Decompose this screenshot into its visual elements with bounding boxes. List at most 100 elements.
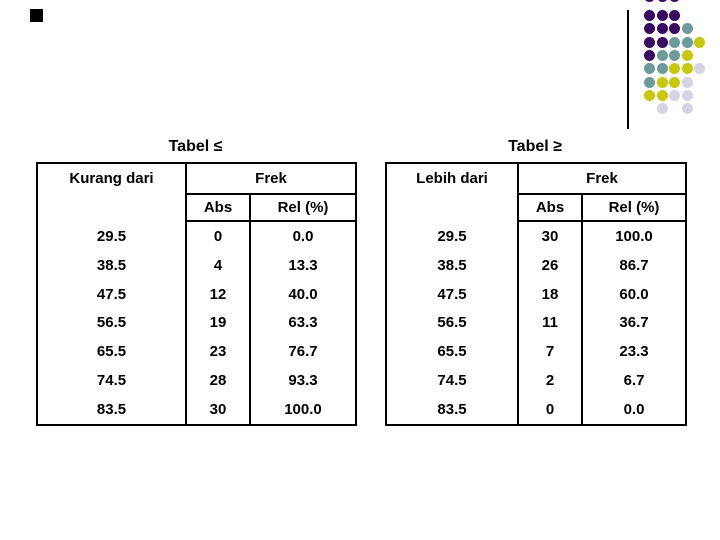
decorative-dot <box>656 36 668 48</box>
table-row: 56.5 11 36.7 <box>385 308 687 338</box>
decorative-dot <box>656 62 668 74</box>
decorative-dot <box>643 9 655 21</box>
table-row: 47.5 12 40.0 <box>36 280 357 309</box>
table-body: 29.5 30 100.0 38.5 26 86.7 47.5 18 60.0 56.5 11 36.… <box>385 221 687 425</box>
table-cell: 0.0 <box>249 221 357 252</box>
table-cell: 2 <box>517 365 583 395</box>
column-header-abs: Abs <box>517 194 583 222</box>
decorative-dot <box>668 89 680 101</box>
table-cell: 93.3 <box>249 365 357 395</box>
table-cell: 12 <box>185 280 251 309</box>
decorative-dot <box>656 89 668 101</box>
table-cell: 100.0 <box>581 221 687 252</box>
decorative-dot <box>681 76 693 88</box>
corner-square-decoration <box>30 9 43 22</box>
decorative-dot <box>656 49 668 61</box>
table-cell: 7 <box>517 337 583 366</box>
decorative-dot <box>656 22 668 34</box>
decorative-dot <box>643 49 655 61</box>
table-row: 74.5 28 93.3 <box>36 365 357 395</box>
table-cell: 23.3 <box>581 337 687 366</box>
table-cell: 40.0 <box>249 280 357 309</box>
column-header-abs: Abs <box>185 194 251 222</box>
column-group-header-frek: Frek <box>185 163 357 195</box>
table-body: 29.5 0 0.0 38.5 4 13.3 47.5 12 40.0 56.5 19 63.3 65.… <box>36 221 357 425</box>
column-header-lebih-dari: Lebih dari <box>385 163 519 221</box>
table-header-row: Lebih dari Frek <box>385 163 687 221</box>
table-title-less-equal: Tabel ≤ <box>168 138 223 155</box>
table-cell: 86.7 <box>581 251 687 280</box>
decorative-dot <box>656 76 668 88</box>
decorative-dot <box>656 102 668 114</box>
decorative-dot <box>668 36 680 48</box>
table-cell: 18 <box>517 280 583 309</box>
table-cell: 38.5 <box>36 251 187 280</box>
decorative-dot <box>643 22 655 34</box>
table-cell: 26 <box>517 251 583 280</box>
table-cell: 36.7 <box>581 308 687 338</box>
column-header-rel: Rel (%) <box>249 194 357 222</box>
table-row: 65.5 23 76.7 <box>36 337 357 366</box>
table-cell: 19 <box>185 308 251 338</box>
table-cell: 60.0 <box>581 280 687 309</box>
decorative-dot <box>643 62 655 74</box>
table-row: 74.5 2 6.7 <box>385 365 687 395</box>
table-cell: 0 <box>517 394 583 425</box>
frequency-table-less-equal: Kurang dari Frek Abs Rel (%) 29.5 0 0.0 38.… <box>36 162 357 426</box>
decorative-vertical-line <box>627 10 629 129</box>
table-cell: 56.5 <box>36 308 187 338</box>
decorative-dot <box>643 76 655 88</box>
table-cell: 29.5 <box>36 221 187 252</box>
table-cell: 47.5 <box>36 280 187 309</box>
table-row: 47.5 18 60.0 <box>385 280 687 309</box>
decorative-dot <box>643 0 655 2</box>
table-cell: 30 <box>185 394 251 425</box>
table-subheader-row: Abs Rel (%) <box>37 194 357 222</box>
column-group-header-frek: Frek <box>517 163 687 195</box>
table-row: 83.5 30 100.0 <box>36 394 357 425</box>
table-cell: 56.5 <box>385 308 519 338</box>
table-subheader-row: Abs Rel (%) <box>386 194 687 222</box>
table-cell: 74.5 <box>36 365 187 395</box>
table-cell: 63.3 <box>249 308 357 338</box>
table-row: 38.5 4 13.3 <box>36 251 357 280</box>
table-cell: 23 <box>185 337 251 366</box>
table-row: 29.5 30 100.0 <box>385 221 687 252</box>
frequency-table-greater-equal: Lebih dari Frek Abs Rel (%) 29.5 30 100.0 3… <box>385 162 687 426</box>
decorative-dot <box>668 62 680 74</box>
table-row: 38.5 26 86.7 <box>385 251 687 280</box>
table-cell: 4 <box>185 251 251 280</box>
table-cell: 13.3 <box>249 251 357 280</box>
column-header-rel: Rel (%) <box>581 194 687 222</box>
decorative-dot <box>643 89 655 101</box>
table-row: 56.5 19 63.3 <box>36 308 357 338</box>
decorative-dot <box>656 9 668 21</box>
decorative-dot <box>668 22 680 34</box>
table-title-greater-equal: Tabel ≥ <box>508 138 562 155</box>
table-cell: 38.5 <box>385 251 519 280</box>
decorative-dot <box>693 62 705 74</box>
table-cell: 28 <box>185 365 251 395</box>
table-row: 65.5 7 23.3 <box>385 337 687 366</box>
table-cell: 74.5 <box>385 365 519 395</box>
decorative-dot <box>681 62 693 74</box>
decorative-dot <box>681 22 693 34</box>
table-cell: 11 <box>517 308 583 338</box>
decorative-dot <box>643 36 655 48</box>
table-cell: 65.5 <box>385 337 519 366</box>
table-cell: 83.5 <box>385 394 519 425</box>
table-cell: 100.0 <box>249 394 357 425</box>
table-cell: 83.5 <box>36 394 187 425</box>
column-header-kurang-dari: Kurang dari <box>36 163 187 221</box>
decorative-dot <box>693 36 705 48</box>
decorative-dot <box>668 0 680 2</box>
table-row: 83.5 0 0.0 <box>385 394 687 425</box>
decorative-dot <box>668 76 680 88</box>
table-cell: 6.7 <box>581 365 687 395</box>
decorative-dot <box>656 0 668 2</box>
table-cell: 76.7 <box>249 337 357 366</box>
decorative-dot <box>681 36 693 48</box>
table-cell: 0 <box>185 221 251 252</box>
decorative-dot <box>668 49 680 61</box>
decorative-dot <box>681 49 693 61</box>
